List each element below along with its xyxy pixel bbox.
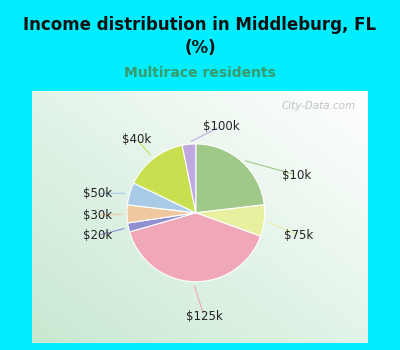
Text: $20k: $20k	[83, 229, 112, 242]
Wedge shape	[196, 144, 264, 213]
Text: Multirace residents: Multirace residents	[124, 66, 276, 80]
Text: $75k: $75k	[284, 229, 314, 242]
Wedge shape	[130, 213, 260, 282]
Wedge shape	[134, 145, 196, 213]
Wedge shape	[182, 144, 196, 213]
Text: Income distribution in Middleburg, FL
(%): Income distribution in Middleburg, FL (%…	[24, 16, 376, 57]
Text: $125k: $125k	[186, 310, 222, 323]
Text: $30k: $30k	[83, 209, 112, 222]
Text: $50k: $50k	[83, 187, 112, 200]
Wedge shape	[127, 205, 196, 223]
Text: $10k: $10k	[282, 168, 311, 182]
Wedge shape	[196, 205, 265, 236]
Text: $100k: $100k	[203, 120, 239, 133]
Wedge shape	[128, 213, 196, 232]
Wedge shape	[127, 183, 196, 213]
Text: $40k: $40k	[122, 133, 152, 146]
Text: City-Data.com: City-Data.com	[281, 101, 355, 111]
